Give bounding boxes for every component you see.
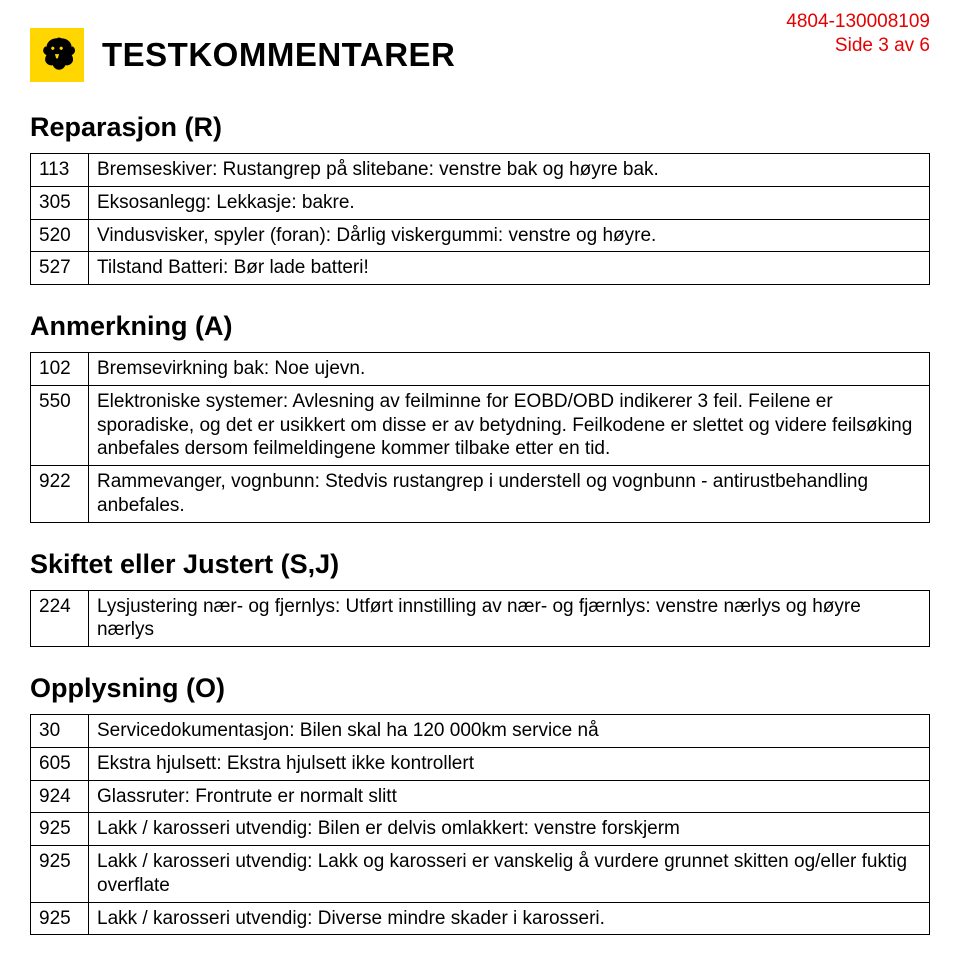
- row-code: 550: [31, 385, 89, 465]
- row-code: 305: [31, 186, 89, 219]
- row-text: Eksosanlegg: Lekkasje: bakre.: [89, 186, 930, 219]
- row-code: 925: [31, 846, 89, 903]
- row-code: 527: [31, 252, 89, 285]
- row-code: 520: [31, 219, 89, 252]
- row-text: Servicedokumentasjon: Bilen skal ha 120 …: [89, 715, 930, 748]
- row-text: Bremseskiver: Rustangrep på slitebane: v…: [89, 154, 930, 187]
- section-heading: Anmerkning (A): [30, 311, 930, 342]
- row-code: 30: [31, 715, 89, 748]
- page-indicator: Side 3 av 6: [786, 34, 930, 58]
- row-text: Vindusvisker, spyler (foran): Dårlig vis…: [89, 219, 930, 252]
- table-row: 520Vindusvisker, spyler (foran): Dårlig …: [31, 219, 930, 252]
- section-heading: Skiftet eller Justert (S,J): [30, 549, 930, 580]
- row-text: Lysjustering nær- og fjernlys: Utført in…: [89, 590, 930, 647]
- row-text: Rammevanger, vognbunn: Stedvis rustangre…: [89, 466, 930, 523]
- sections-container: Reparasjon (R) 113Bremseskiver: Rustangre…: [30, 112, 930, 935]
- table-row: 224Lysjustering nær- og fjernlys: Utført…: [31, 590, 930, 647]
- table-row: 922Rammevanger, vognbunn: Stedvis rustan…: [31, 466, 930, 523]
- row-text: Elektroniske systemer: Avlesning av feil…: [89, 385, 930, 465]
- row-text: Lakk / karosseri utvendig: Lakk og karos…: [89, 846, 930, 903]
- table-row: 30Servicedokumentasjon: Bilen skal ha 12…: [31, 715, 930, 748]
- table-row: 925Lakk / karosseri utvendig: Diverse mi…: [31, 902, 930, 935]
- page-title: TESTKOMMENTARER: [102, 36, 455, 74]
- row-code: 102: [31, 353, 89, 386]
- table-row: 925Lakk / karosseri utvendig: Bilen er d…: [31, 813, 930, 846]
- row-text: Bremsevirkning bak: Noe ujevn.: [89, 353, 930, 386]
- row-code: 924: [31, 780, 89, 813]
- row-code: 605: [31, 747, 89, 780]
- comment-table: 113Bremseskiver: Rustangrep på slitebane…: [30, 153, 930, 285]
- table-row: 924Glassruter: Frontrute er normalt slit…: [31, 780, 930, 813]
- row-text: Lakk / karosseri utvendig: Bilen er delv…: [89, 813, 930, 846]
- table-row: 925Lakk / karosseri utvendig: Lakk og ka…: [31, 846, 930, 903]
- table-row: 113Bremseskiver: Rustangrep på slitebane…: [31, 154, 930, 187]
- table-row: 102Bremsevirkning bak: Noe ujevn.: [31, 353, 930, 386]
- comment-table: 224Lysjustering nær- og fjernlys: Utført…: [30, 590, 930, 648]
- row-text: Ekstra hjulsett: Ekstra hjulsett ikke ko…: [89, 747, 930, 780]
- row-code: 922: [31, 466, 89, 523]
- row-code: 113: [31, 154, 89, 187]
- table-row: 527Tilstand Batteri: Bør lade batteri!: [31, 252, 930, 285]
- comment-table: 102Bremsevirkning bak: Noe ujevn.550Elek…: [30, 352, 930, 523]
- lion-icon: [36, 34, 78, 76]
- row-code: 925: [31, 902, 89, 935]
- section-heading: Opplysning (O): [30, 673, 930, 704]
- row-code: 925: [31, 813, 89, 846]
- row-text: Tilstand Batteri: Bør lade batteri!: [89, 252, 930, 285]
- naf-logo: [30, 28, 84, 82]
- table-row: 550Elektroniske systemer: Avlesning av f…: [31, 385, 930, 465]
- section-heading: Reparasjon (R): [30, 112, 930, 143]
- comment-table: 30Servicedokumentasjon: Bilen skal ha 12…: [30, 714, 930, 935]
- row-text: Glassruter: Frontrute er normalt slitt: [89, 780, 930, 813]
- table-row: 305Eksosanlegg: Lekkasje: bakre.: [31, 186, 930, 219]
- document-number: 4804-130008109: [786, 10, 930, 34]
- row-text: Lakk / karosseri utvendig: Diverse mindr…: [89, 902, 930, 935]
- document-meta: 4804-130008109 Side 3 av 6: [786, 10, 930, 58]
- table-row: 605Ekstra hjulsett: Ekstra hjulsett ikke…: [31, 747, 930, 780]
- row-code: 224: [31, 590, 89, 647]
- document-header: 4804-130008109 Side 3 av 6 TESTKOMMENTAR…: [30, 10, 930, 82]
